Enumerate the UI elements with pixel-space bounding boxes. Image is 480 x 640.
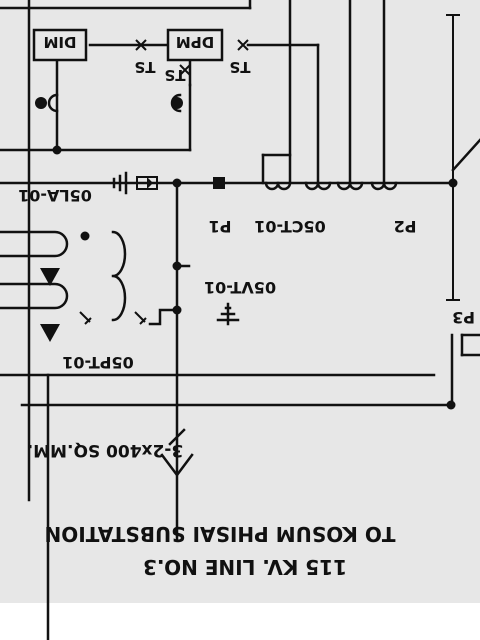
- pt-arrow-2: [40, 324, 60, 342]
- ts-links: [135, 39, 249, 76]
- pt-cut-2: [134, 311, 147, 325]
- cable-entry: [160, 428, 194, 478]
- dpm-coil-dot: [171, 97, 183, 109]
- vt-primary: [111, 230, 191, 322]
- cable-tick: [168, 428, 186, 446]
- dim-box: [32, 28, 88, 62]
- ct-coils: [264, 181, 398, 191]
- dim-label: DIM: [44, 33, 77, 51]
- pt-arrow-1: [40, 268, 60, 286]
- p1-label: P1: [209, 217, 232, 236]
- ct-group-label: 05CT-01: [254, 217, 325, 236]
- ct-coil-2: [304, 181, 332, 191]
- p3-label: P3: [452, 308, 475, 327]
- coil-symbols: [35, 93, 183, 113]
- ct-coil-3: [336, 181, 364, 191]
- line-arrow: [160, 453, 194, 478]
- pt-secondary-1: [0, 230, 69, 258]
- ts-left-label: TS: [134, 58, 155, 76]
- p1-square: [213, 177, 225, 189]
- vt-label: 05VT-01: [204, 278, 276, 297]
- dim-coil: [47, 93, 59, 113]
- ct-coil-1: [264, 181, 292, 191]
- arrester-label: 05LA-01: [18, 186, 92, 205]
- labels: DIM DPM TS TS TS 05LA-01 P1 05CT-01 P2 0…: [18, 33, 475, 579]
- ts-mid-label: TS: [164, 66, 185, 84]
- junctions: [52, 145, 458, 410]
- pt-secondary-2: [0, 282, 69, 310]
- dpm-box: [166, 28, 224, 62]
- dpm-label: DPM: [176, 33, 214, 51]
- dim-coil-dot: [35, 97, 47, 109]
- destination-label: TO KOSUM PHISAI SUBSTATION: [45, 522, 396, 546]
- transformer: [0, 230, 191, 342]
- arrester-arrow: [147, 177, 153, 189]
- ts-link-right: [237, 39, 249, 51]
- ground-stem: [148, 308, 179, 326]
- cable-label: 3-2x400 SQ.MM.: [27, 440, 184, 460]
- ts-link-mid: [179, 64, 191, 76]
- pt-label: 05PT-01: [62, 353, 133, 372]
- p2-label: P2: [394, 217, 417, 236]
- junction-ct: [80, 231, 90, 241]
- meter-boxes: [32, 28, 224, 62]
- ct-coil-4: [370, 181, 398, 191]
- junction-bus-left: [448, 178, 458, 188]
- feeder-ground: [148, 302, 240, 326]
- junction-bus-feeder: [172, 178, 182, 188]
- ts-right-label: TS: [229, 58, 250, 76]
- line-label: 115 KV. LINE NO.3: [143, 555, 347, 579]
- arrester-symbol: [112, 171, 158, 195]
- drawing-background: [0, 0, 480, 603]
- junction-lower-left: [446, 400, 456, 410]
- ts-link-left: [135, 39, 147, 51]
- ct-wire-5: [451, 138, 480, 172]
- pt-cut-1: [79, 311, 92, 325]
- junction-meter-return: [52, 145, 62, 155]
